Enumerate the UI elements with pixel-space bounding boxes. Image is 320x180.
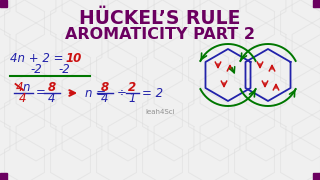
Text: 4: 4	[16, 80, 24, 93]
Text: AROMATICITY PART 2: AROMATICITY PART 2	[65, 26, 255, 42]
Text: n: n	[22, 80, 30, 93]
Bar	[313, 173, 320, 180]
Text: =: =	[36, 87, 46, 100]
Text: n =: n =	[85, 87, 106, 100]
Text: 4: 4	[101, 91, 109, 105]
Text: HÜCKEL’S RULE: HÜCKEL’S RULE	[79, 8, 241, 28]
Text: 4: 4	[19, 91, 27, 105]
Text: -2: -2	[30, 62, 42, 75]
Text: 1: 1	[128, 91, 136, 105]
Text: 2: 2	[128, 80, 136, 93]
Text: ÷: ÷	[117, 87, 127, 100]
Text: = 2: = 2	[142, 87, 163, 100]
Text: 4: 4	[48, 91, 56, 105]
Text: 10: 10	[65, 51, 81, 64]
Text: -2: -2	[58, 62, 70, 75]
Bar	[313, 0, 320, 7]
Text: 4n + 2 =: 4n + 2 =	[10, 51, 67, 64]
Text: leah4Sci: leah4Sci	[145, 109, 175, 115]
Bar	[0, 173, 7, 180]
Text: 8: 8	[101, 80, 109, 93]
Text: 8: 8	[48, 80, 56, 93]
Bar	[0, 0, 7, 7]
